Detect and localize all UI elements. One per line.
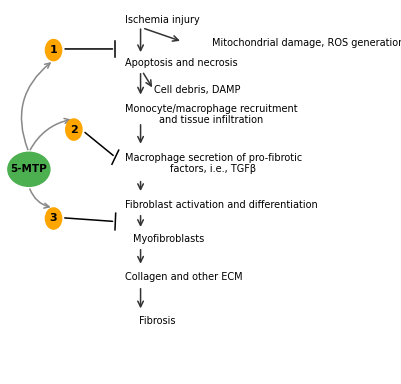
Text: Apoptosis and necrosis: Apoptosis and necrosis bbox=[125, 58, 237, 68]
Text: 5-MTP: 5-MTP bbox=[10, 164, 47, 174]
Text: Macrophage secretion of pro-fibrotic
factors, i.e., TGFβ: Macrophage secretion of pro-fibrotic fac… bbox=[125, 153, 302, 174]
Text: 1: 1 bbox=[50, 45, 57, 55]
Text: Monocyte/macrophage recruitment
and tissue infiltration: Monocyte/macrophage recruitment and tiss… bbox=[125, 104, 297, 125]
Text: Cell debris, DAMP: Cell debris, DAMP bbox=[154, 85, 240, 95]
Circle shape bbox=[45, 40, 62, 61]
Text: 2: 2 bbox=[70, 124, 78, 134]
Text: Myofibroblasts: Myofibroblasts bbox=[133, 234, 205, 244]
Text: 3: 3 bbox=[50, 214, 57, 223]
Text: Collagen and other ECM: Collagen and other ECM bbox=[125, 272, 242, 282]
Circle shape bbox=[45, 208, 62, 229]
Text: Mitochondrial damage, ROS generation: Mitochondrial damage, ROS generation bbox=[212, 38, 401, 48]
Text: Ischemia injury: Ischemia injury bbox=[125, 15, 200, 25]
Text: Fibroblast activation and differentiation: Fibroblast activation and differentiatio… bbox=[125, 200, 317, 210]
Circle shape bbox=[66, 119, 82, 140]
Text: Fibrosis: Fibrosis bbox=[139, 316, 176, 326]
Ellipse shape bbox=[8, 152, 50, 186]
